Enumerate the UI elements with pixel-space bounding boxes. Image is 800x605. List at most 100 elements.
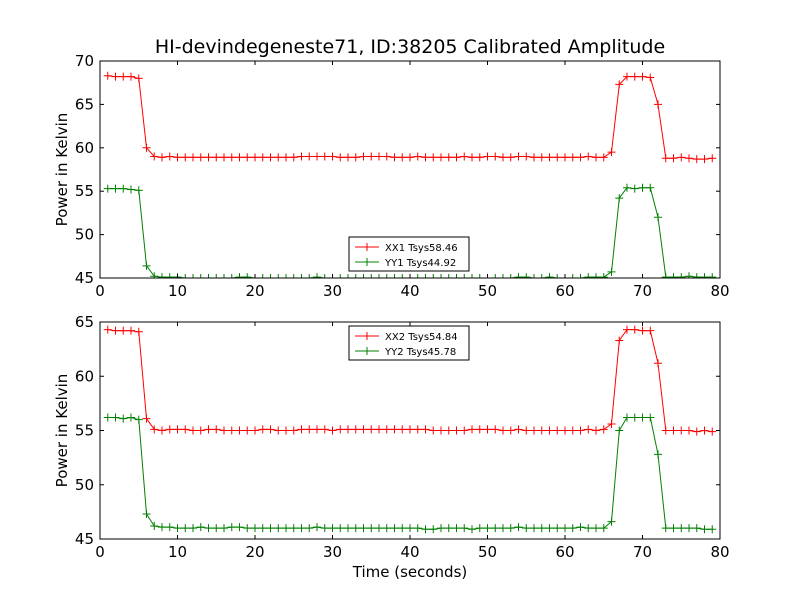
data-point-0 — [530, 426, 538, 435]
data-point-1 — [630, 184, 639, 193]
data-point-1 — [111, 184, 120, 193]
x-tick-label: 80 — [710, 543, 729, 561]
data-point-1 — [537, 524, 546, 533]
x-tick-label: 50 — [478, 543, 497, 561]
data-point-1 — [382, 274, 391, 278]
data-point-1 — [367, 524, 376, 533]
data-point-1 — [111, 413, 120, 422]
data-point-1 — [530, 274, 538, 278]
data-point-1 — [375, 524, 383, 533]
data-point-1 — [623, 413, 631, 422]
data-point-0 — [305, 152, 314, 161]
data-point-1 — [227, 523, 236, 532]
data-point-1 — [677, 273, 686, 278]
data-point-0 — [638, 326, 647, 335]
data-point-1 — [630, 413, 639, 422]
data-point-0 — [173, 153, 182, 162]
data-point-0 — [220, 426, 228, 435]
data-point-1 — [227, 274, 236, 278]
data-point-1 — [661, 273, 670, 278]
data-point-0 — [227, 153, 236, 162]
data-point-0 — [258, 425, 267, 434]
data-point-0 — [127, 72, 135, 81]
data-point-0 — [289, 426, 298, 435]
bottom-panel: 0 10 20 30 40 50 60 70 80 45 50 55 60 65 Power in Kelv… — [53, 313, 730, 561]
data-point-1 — [669, 524, 678, 533]
legend-marker-0 — [363, 332, 371, 340]
data-point-0 — [266, 425, 275, 434]
data-point-1 — [150, 272, 159, 278]
data-point-1 — [189, 524, 197, 533]
data-point-0 — [654, 359, 662, 368]
series-line-1 — [107, 416, 713, 530]
data-point-0 — [320, 425, 329, 434]
data-point-1 — [134, 186, 143, 195]
data-point-0 — [111, 326, 120, 335]
x-tick-label: 70 — [633, 543, 652, 561]
data-point-0 — [196, 426, 205, 435]
data-point-1 — [305, 524, 314, 533]
data-point-0 — [274, 426, 283, 435]
data-point-1 — [165, 273, 174, 278]
data-point-0 — [553, 426, 562, 435]
data-point-0 — [382, 425, 391, 434]
data-point-1 — [646, 413, 655, 422]
data-point-1 — [134, 415, 143, 424]
data-point-1 — [468, 274, 476, 278]
data-point-0 — [514, 425, 523, 434]
legend-box — [348, 236, 470, 272]
data-point-0 — [568, 426, 577, 435]
data-point-0 — [499, 153, 507, 162]
data-point-1 — [700, 525, 709, 534]
x-tick-label: 80 — [710, 282, 729, 300]
data-point-1 — [235, 523, 244, 532]
data-point-0 — [429, 426, 438, 435]
data-point-0 — [584, 425, 593, 434]
data-point-0 — [623, 72, 631, 81]
y-axis-label: Power in Kelvin — [53, 374, 71, 488]
data-point-1 — [289, 524, 298, 533]
data-point-1 — [654, 213, 662, 222]
data-point-1 — [506, 274, 515, 278]
data-point-1 — [499, 274, 507, 278]
data-point-1 — [429, 525, 438, 534]
data-point-0 — [506, 426, 515, 435]
data-point-0 — [530, 153, 538, 162]
data-point-1 — [173, 524, 182, 533]
y-tick-label: 45 — [75, 530, 94, 548]
data-point-0 — [119, 72, 128, 81]
y-tick-label: 55 — [75, 182, 94, 200]
data-point-1 — [398, 274, 407, 278]
data-point-1 — [390, 524, 399, 533]
data-point-1 — [398, 524, 407, 533]
data-point-0 — [654, 100, 662, 109]
data-point-1 — [584, 524, 593, 533]
data-point-0 — [181, 153, 190, 162]
data-point-1 — [282, 274, 290, 278]
data-point-0 — [599, 425, 608, 434]
data-point-1 — [251, 524, 259, 533]
data-point-1 — [196, 523, 205, 532]
data-point-1 — [313, 523, 321, 532]
x-tick-label: 50 — [478, 282, 497, 300]
data-point-1 — [142, 261, 151, 270]
data-point-1 — [491, 274, 500, 278]
data-point-1 — [708, 273, 717, 278]
data-point-0 — [344, 425, 352, 434]
data-point-0 — [452, 426, 461, 435]
data-point-1 — [165, 523, 174, 532]
data-point-0 — [367, 425, 376, 434]
data-point-1 — [196, 274, 205, 278]
data-point-0 — [561, 426, 569, 435]
data-point-1 — [103, 184, 112, 193]
data-point-1 — [638, 413, 647, 422]
data-point-1 — [313, 273, 321, 278]
data-point-0 — [398, 153, 407, 162]
data-point-0 — [475, 153, 484, 162]
data-point-1 — [243, 524, 252, 533]
y-tick-label: 45 — [75, 269, 94, 287]
data-point-1 — [468, 525, 476, 534]
data-point-1 — [351, 524, 360, 533]
data-point-1 — [406, 524, 414, 533]
legend-label-1: YY1 Tsys44.92 — [384, 258, 456, 269]
